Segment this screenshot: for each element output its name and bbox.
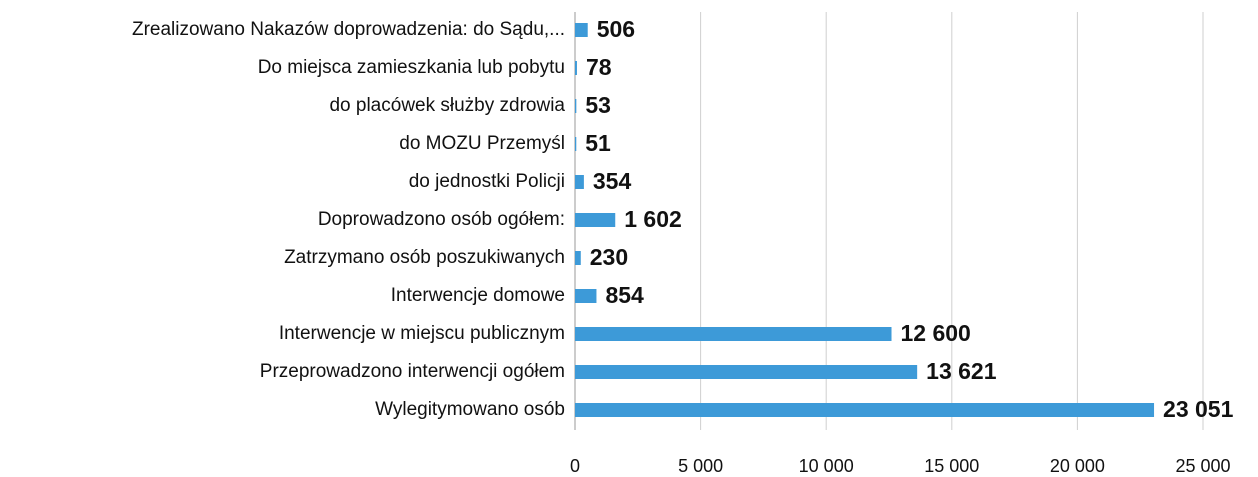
data-label: 13 621	[926, 358, 997, 384]
data-label: 1 602	[624, 206, 682, 232]
bar	[575, 61, 577, 75]
bar	[575, 289, 597, 303]
data-label: 354	[593, 168, 632, 194]
category-label: Doprowadzono osób ogółem:	[318, 209, 565, 230]
bar	[575, 175, 584, 189]
bar	[575, 137, 577, 151]
category-label: Interwencje w miejscu publicznym	[279, 323, 565, 344]
bar	[575, 213, 616, 227]
x-tick-label: 20 000	[1050, 456, 1105, 476]
data-label: 51	[585, 130, 611, 156]
category-label: Do miejsca zamieszkania lub pobytu	[258, 57, 565, 78]
data-label: 12 600	[901, 320, 971, 346]
category-label: Zatrzymano osób poszukiwanych	[284, 247, 565, 268]
category-label: Wylegitymowano osób	[375, 399, 565, 420]
category-label: do jednostki Policji	[409, 171, 565, 192]
category-label: do placówek służby zdrowia	[329, 95, 565, 116]
data-label: 53	[585, 92, 611, 118]
x-tick-label: 0	[570, 456, 580, 476]
data-label: 506	[597, 16, 635, 42]
bar	[575, 365, 918, 379]
bar	[575, 99, 577, 113]
data-label: 230	[590, 244, 628, 270]
data-label: 854	[605, 282, 644, 308]
category-label: do MOZU Przemyśl	[399, 133, 565, 154]
x-tick-label: 5 000	[678, 456, 723, 476]
bar	[575, 251, 581, 265]
category-label: Zrealizowano Nakazów doprowadzenia: do S…	[132, 19, 565, 40]
x-tick-label: 10 000	[799, 456, 854, 476]
data-label: 23 051	[1163, 396, 1234, 422]
category-label: Przeprowadzono interwencji ogółem	[260, 361, 565, 382]
x-tick-label: 15 000	[924, 456, 979, 476]
bar	[575, 23, 588, 37]
x-tick-label: 25 000	[1175, 456, 1230, 476]
category-label: Interwencje domowe	[391, 285, 565, 306]
bar	[575, 403, 1155, 417]
data-label: 78	[586, 54, 612, 80]
bar	[575, 327, 892, 341]
